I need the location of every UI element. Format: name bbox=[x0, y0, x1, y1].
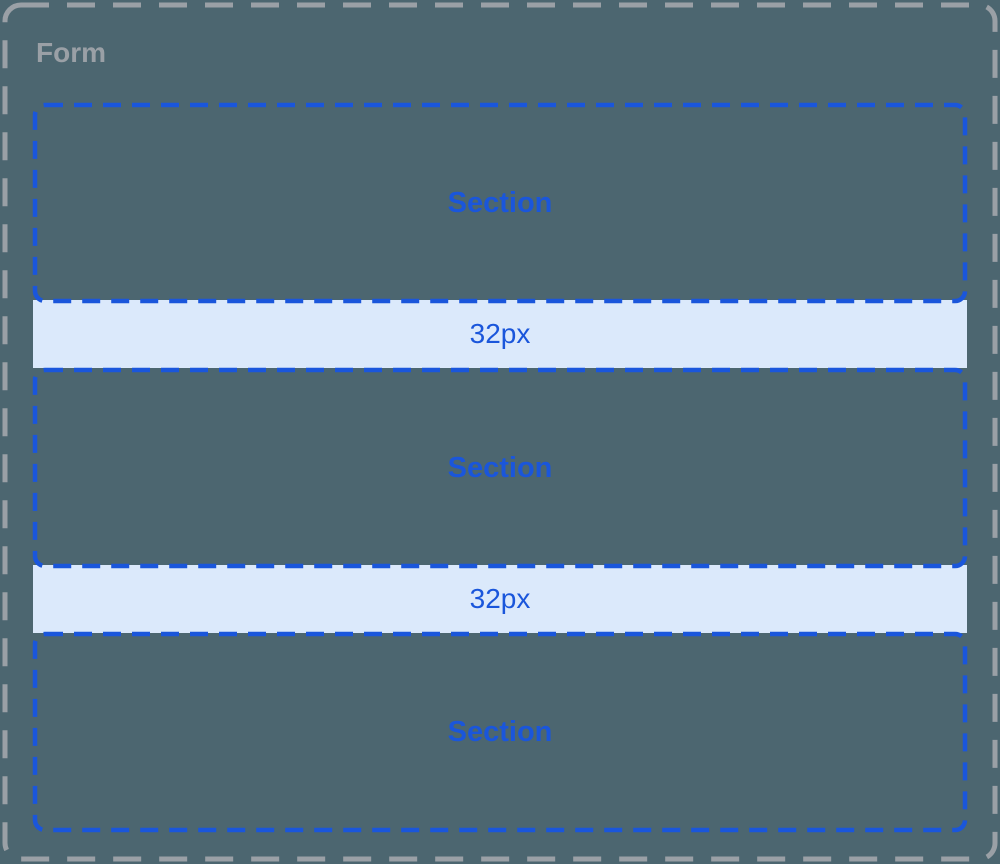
section-label: Section bbox=[447, 716, 553, 748]
gap-size-label: 32px bbox=[469, 318, 531, 349]
gap-bar: 32px bbox=[33, 565, 967, 633]
gap-size-label: 32px bbox=[469, 583, 531, 614]
gap-bar: 32px bbox=[33, 300, 967, 368]
section-label: Section bbox=[447, 187, 553, 219]
section-label: Section bbox=[447, 452, 553, 484]
form-title: Form bbox=[36, 37, 106, 68]
